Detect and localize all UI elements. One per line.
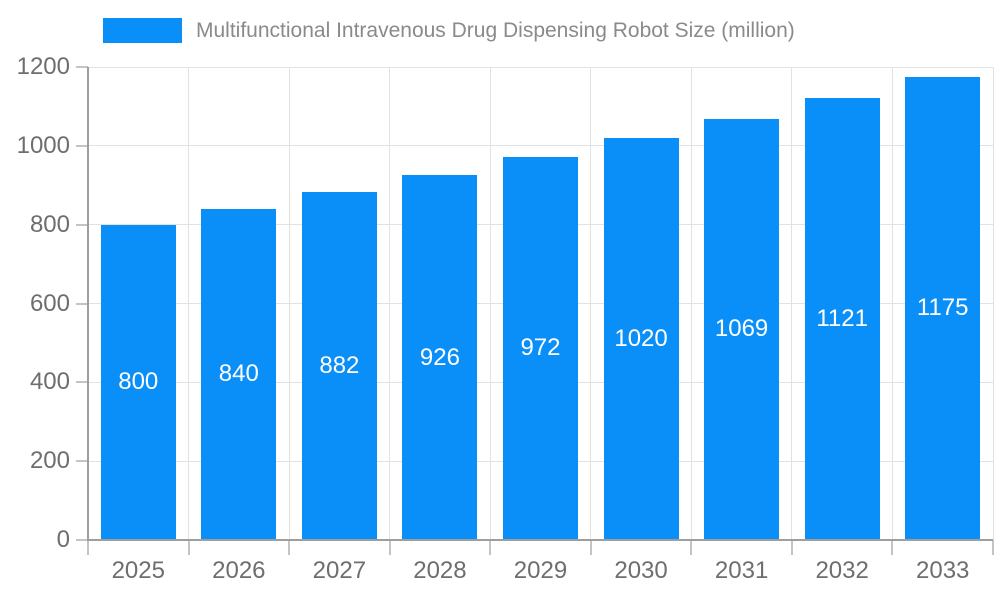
bar-value-label: 1069 <box>714 315 769 343</box>
y-tick-label: 1000 <box>16 131 70 159</box>
bar-value-label: 840 <box>218 360 259 388</box>
x-tick <box>790 540 793 555</box>
bar[interactable] <box>100 224 176 540</box>
v-gridline <box>992 67 994 540</box>
bar-value-label: 1020 <box>614 324 668 352</box>
x-axis-line <box>87 539 993 541</box>
legend-label: Multifunctional Intravenous Drug Dispens… <box>196 19 795 42</box>
x-tick <box>891 540 894 555</box>
bar[interactable] <box>301 192 377 540</box>
v-gridline <box>791 67 793 540</box>
x-tick <box>690 540 693 555</box>
y-tick-label: 600 <box>29 289 70 317</box>
legend-item[interactable]: Multifunctional Intravenous Drug Dispens… <box>103 18 795 43</box>
bar-value-label: 800 <box>118 368 159 396</box>
v-gridline <box>891 67 893 540</box>
x-tick <box>992 540 994 555</box>
y-tick <box>76 381 88 384</box>
x-tick-label: 2033 <box>916 557 970 584</box>
h-gridline <box>88 66 993 68</box>
bar-value-label: 882 <box>319 352 360 380</box>
bar[interactable] <box>603 137 679 540</box>
v-gridline <box>288 67 290 540</box>
v-gridline <box>389 67 391 540</box>
y-tick-label: 400 <box>29 368 70 396</box>
bar[interactable] <box>502 156 578 540</box>
x-tick-label: 2030 <box>614 557 668 584</box>
y-tick-label: 200 <box>29 447 70 475</box>
y-tick-label: 1200 <box>16 53 70 80</box>
y-axis-line <box>87 67 89 541</box>
y-tick-label: 0 <box>56 526 70 553</box>
y-tick <box>76 539 88 541</box>
y-tick <box>76 223 88 226</box>
x-tick <box>187 540 190 555</box>
y-tick-label: 800 <box>29 210 70 238</box>
v-gridline <box>188 67 190 540</box>
bar[interactable] <box>905 76 981 540</box>
legend-swatch <box>103 18 182 43</box>
x-tick <box>589 540 592 555</box>
v-gridline <box>489 67 491 540</box>
x-tick-label: 2029 <box>513 557 568 584</box>
x-tick <box>388 540 391 555</box>
bar[interactable] <box>704 118 780 540</box>
bar[interactable] <box>402 175 478 540</box>
bar-value-label: 1121 <box>816 305 868 333</box>
v-gridline <box>690 67 692 540</box>
bar-value-label: 1175 <box>916 294 969 322</box>
y-tick <box>76 302 88 305</box>
v-gridline <box>590 67 592 540</box>
x-tick-label: 2031 <box>714 557 769 584</box>
bar[interactable] <box>201 208 277 540</box>
x-tick <box>489 540 492 555</box>
x-tick-label: 2028 <box>413 557 467 584</box>
h-gridline <box>88 145 993 147</box>
x-tick-label: 2025 <box>111 557 165 584</box>
y-tick <box>76 66 88 68</box>
x-tick <box>87 540 89 555</box>
bar[interactable] <box>804 98 880 540</box>
bar-value-label: 926 <box>419 343 460 371</box>
y-tick <box>76 144 88 147</box>
x-tick-label: 2027 <box>312 557 367 584</box>
x-tick <box>288 540 291 555</box>
x-tick-label: 2032 <box>815 557 869 584</box>
y-tick <box>76 460 88 463</box>
x-tick-label: 2026 <box>212 557 266 584</box>
bar-value-label: 972 <box>520 334 561 362</box>
